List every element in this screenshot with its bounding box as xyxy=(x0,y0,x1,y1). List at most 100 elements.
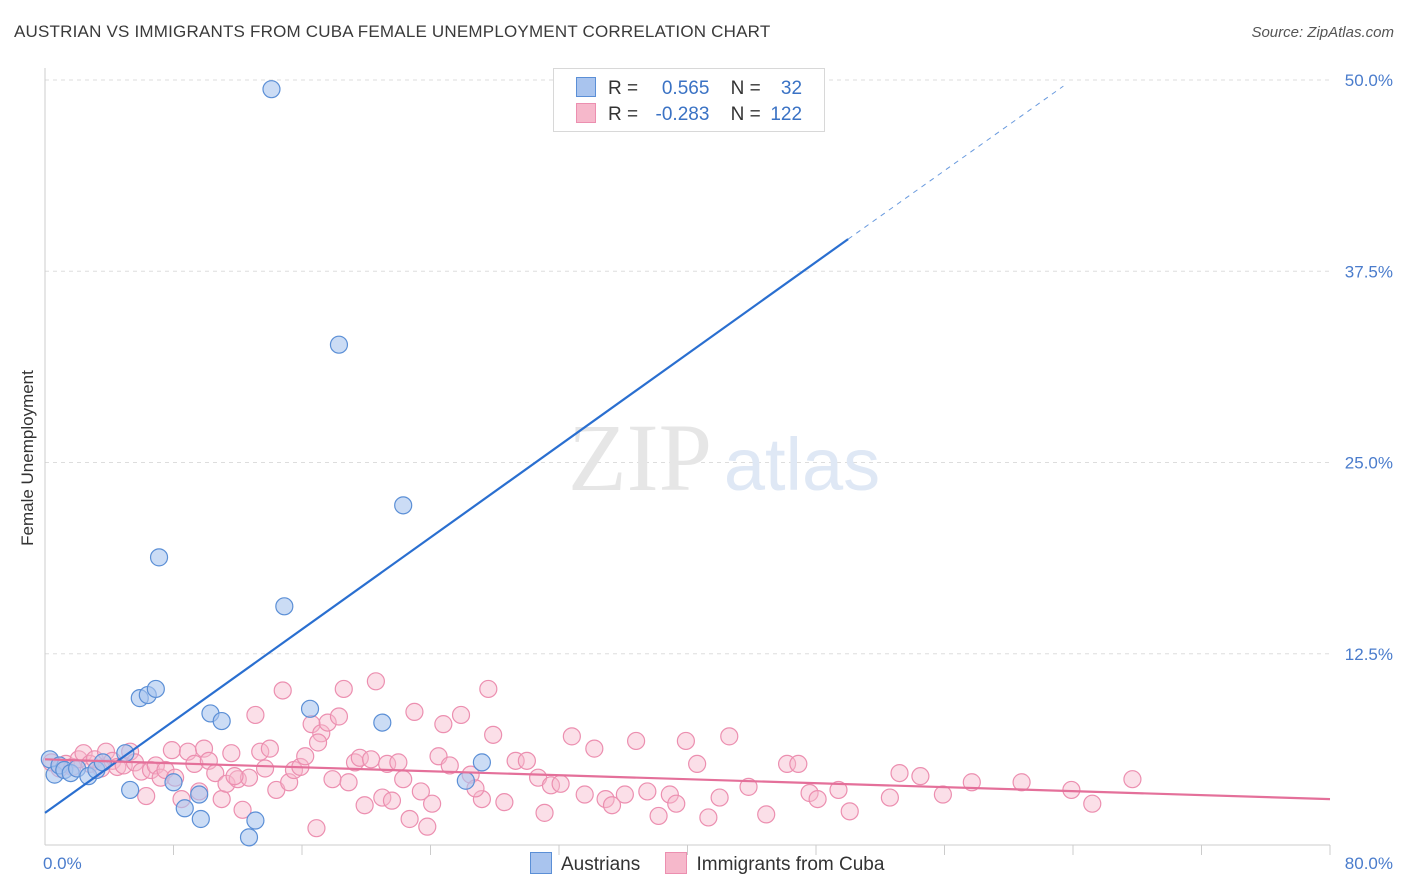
data-point-austrians xyxy=(146,679,165,699)
data-point-cuba xyxy=(699,808,718,827)
data-point-cuba xyxy=(246,705,265,725)
data-point-cuba xyxy=(308,733,328,752)
y-tick-label: 25.0% xyxy=(1345,454,1393,473)
data-point-cuba xyxy=(840,802,859,821)
data-point-cuba xyxy=(162,741,181,760)
data-point-cuba xyxy=(562,727,581,746)
data-point-cuba xyxy=(472,789,491,809)
legend-swatch-blue xyxy=(576,77,596,97)
data-point-cuba xyxy=(710,788,729,807)
data-point-cuba xyxy=(602,796,622,815)
watermark-zip: ZIP xyxy=(568,404,712,511)
trend-line-austrians-extension xyxy=(847,85,1064,240)
data-point-cuba xyxy=(255,759,275,778)
x-tick-label: 0.0% xyxy=(43,854,82,873)
data-point-austrians xyxy=(329,335,349,354)
data-point-cuba xyxy=(1012,773,1031,792)
data-point-cuba xyxy=(405,702,424,721)
axes xyxy=(44,68,1331,855)
data-point-cuba xyxy=(517,751,536,770)
data-point-cuba xyxy=(389,753,408,772)
data-point-cuba xyxy=(933,785,952,804)
data-point-austrians xyxy=(164,773,183,792)
data-point-cuba xyxy=(484,725,503,744)
watermark-atlas: atlas xyxy=(724,423,880,506)
data-point-cuba xyxy=(880,788,899,807)
data-point-cuba xyxy=(307,819,326,838)
legend-r-label: R = xyxy=(608,104,639,125)
data-point-cuba xyxy=(808,789,827,809)
data-point-cuba xyxy=(222,744,241,763)
data-point-cuba xyxy=(260,739,279,758)
data-point-austrians xyxy=(191,809,210,829)
legend-row-cuba: R = -0.283 N = 122 xyxy=(576,103,802,127)
legend-n-label: N = xyxy=(730,78,761,99)
data-point-austrians xyxy=(262,80,281,99)
data-point-cuba xyxy=(273,681,292,700)
correlation-legend: R = 0.565 N = 32 R = -0.283 N = 122 xyxy=(553,68,825,132)
trend-lines xyxy=(44,85,1331,814)
tick-labels: 12.5% 25.0% 37.5% 50.0% 0.0% 80.0% xyxy=(43,71,1393,873)
legend-r-label: R = xyxy=(608,78,639,99)
data-point-cuba xyxy=(1123,770,1142,789)
y-tick-label: 37.5% xyxy=(1345,262,1393,281)
source-label: Source: ZipAtlas.com xyxy=(1251,24,1394,41)
data-point-cuba xyxy=(962,773,981,792)
data-point-cuba xyxy=(720,727,739,746)
data-point-cuba xyxy=(411,782,430,801)
data-point-cuba xyxy=(400,809,419,829)
data-point-cuba xyxy=(626,731,646,751)
legend-n-label: N = xyxy=(730,104,761,125)
trend-line-austrians xyxy=(44,238,849,814)
data-point-cuba xyxy=(660,785,679,804)
data-point-austrians xyxy=(456,771,475,790)
data-point-cuba xyxy=(323,770,342,789)
data-point-cuba xyxy=(535,803,554,822)
data-point-cuba xyxy=(225,767,244,786)
data-point-cuba xyxy=(318,713,337,732)
data-point-austrians xyxy=(373,713,392,732)
data-point-austrians xyxy=(149,548,169,567)
data-point-cuba xyxy=(585,739,604,758)
data-point-cuba xyxy=(137,786,156,806)
legend-label-austrians: Austrians xyxy=(561,854,641,875)
chart-title: AUSTRIAN VS IMMIGRANTS FROM CUBA FEMALE … xyxy=(14,22,771,41)
legend-swatch-cuba xyxy=(665,852,688,874)
watermark: ZIP atlas xyxy=(568,404,880,511)
data-point-austrians xyxy=(121,780,140,800)
data-point-cuba xyxy=(451,705,471,725)
legend-r-value: 0.565 xyxy=(661,78,710,99)
data-point-austrians xyxy=(300,699,320,718)
y-axis-label: Female Unemployment xyxy=(18,370,37,546)
data-point-cuba xyxy=(423,794,442,813)
data-point-cuba xyxy=(739,777,758,796)
data-point-cuba xyxy=(676,731,695,751)
data-point-cuba xyxy=(495,793,514,812)
data-point-cuba xyxy=(418,817,437,836)
data-point-cuba xyxy=(434,715,453,734)
legend-row-austrians: R = 0.565 N = 32 xyxy=(576,77,802,101)
data-point-austrians xyxy=(472,753,491,772)
trend-line-cuba xyxy=(44,758,1331,801)
data-point-cuba xyxy=(239,768,259,787)
legend-item-austrians[interactable]: Austrians xyxy=(530,852,640,876)
data-point-cuba xyxy=(355,796,374,815)
data-point-cuba xyxy=(789,754,808,774)
data-point-cuba xyxy=(382,791,402,810)
data-point-cuba xyxy=(440,756,459,775)
data-point-cuba xyxy=(615,785,634,804)
data-point-cuba xyxy=(479,679,498,699)
grid-lines xyxy=(45,79,1330,655)
legend-label-cuba: Immigrants from Cuba xyxy=(696,854,885,875)
legend-n-value: 32 xyxy=(780,78,803,99)
x-tick-label: 80.0% xyxy=(1345,854,1393,873)
data-point-cuba xyxy=(394,770,413,789)
data-point-cuba xyxy=(638,782,657,801)
data-point-austrians xyxy=(246,811,265,830)
legend-r-value: -0.283 xyxy=(655,104,710,125)
data-point-cuba xyxy=(329,707,349,726)
data-point-austrians xyxy=(394,496,413,515)
data-point-cuba xyxy=(829,780,848,800)
legend-item-cuba[interactable]: Immigrants from Cuba xyxy=(665,852,884,876)
